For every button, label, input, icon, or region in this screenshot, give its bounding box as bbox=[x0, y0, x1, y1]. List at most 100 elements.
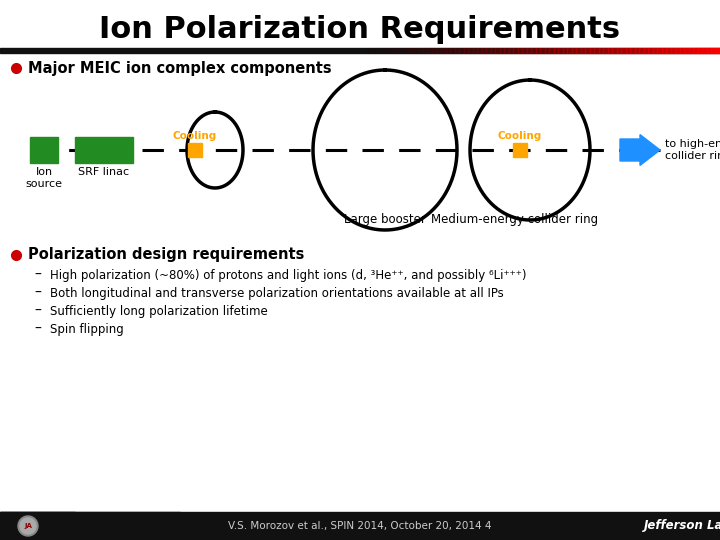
Bar bbox=[504, 48, 508, 53]
Bar bbox=[670, 48, 675, 53]
Bar bbox=[490, 48, 495, 53]
Bar bbox=[477, 48, 482, 53]
Text: –: – bbox=[35, 304, 42, 318]
Bar bbox=[652, 48, 657, 53]
Bar bbox=[657, 48, 662, 53]
Text: Cooling: Cooling bbox=[498, 131, 542, 141]
Text: Spin flipping: Spin flipping bbox=[50, 322, 124, 335]
Bar bbox=[634, 48, 639, 53]
Bar bbox=[464, 48, 468, 53]
Bar bbox=[392, 48, 396, 53]
Bar bbox=[702, 48, 706, 53]
Bar bbox=[374, 48, 378, 53]
Bar bbox=[648, 48, 652, 53]
Bar bbox=[414, 48, 418, 53]
Circle shape bbox=[20, 518, 36, 534]
Bar bbox=[518, 48, 522, 53]
Text: High polarization (~80%) of protons and light ions (d, ³He⁺⁺, and possibly ⁶Li⁺⁺: High polarization (~80%) of protons and … bbox=[50, 268, 526, 281]
Bar bbox=[495, 48, 500, 53]
Text: Both longitudinal and transverse polarization orientations available at all IPs: Both longitudinal and transverse polariz… bbox=[50, 287, 504, 300]
Bar bbox=[666, 48, 670, 53]
Bar bbox=[387, 48, 392, 53]
Bar bbox=[75, 137, 133, 163]
Bar bbox=[608, 48, 612, 53]
Bar bbox=[0, 512, 180, 540]
FancyArrow shape bbox=[620, 134, 660, 165]
Bar bbox=[549, 48, 554, 53]
Text: SRF linac: SRF linac bbox=[78, 167, 130, 177]
Bar bbox=[662, 48, 666, 53]
Bar bbox=[508, 48, 513, 53]
Bar bbox=[522, 48, 526, 53]
Bar bbox=[0, 48, 720, 53]
Bar bbox=[0, 512, 75, 540]
Bar bbox=[616, 48, 621, 53]
Bar bbox=[580, 48, 585, 53]
Text: Major MEIC ion complex components: Major MEIC ion complex components bbox=[28, 60, 332, 76]
Bar bbox=[680, 48, 684, 53]
Bar bbox=[436, 48, 441, 53]
Bar bbox=[585, 48, 590, 53]
Bar bbox=[441, 48, 446, 53]
Bar bbox=[500, 48, 504, 53]
Bar bbox=[576, 48, 580, 53]
Text: to high-energy
collider ring: to high-energy collider ring bbox=[665, 139, 720, 161]
Bar bbox=[675, 48, 680, 53]
Bar bbox=[418, 48, 423, 53]
Text: Polarization design requirements: Polarization design requirements bbox=[28, 247, 305, 262]
Bar bbox=[360, 48, 364, 53]
Bar bbox=[531, 48, 536, 53]
Text: Ion Polarization Requirements: Ion Polarization Requirements bbox=[99, 16, 621, 44]
Bar bbox=[711, 48, 716, 53]
Bar bbox=[382, 48, 387, 53]
Text: –: – bbox=[35, 268, 42, 282]
Bar bbox=[482, 48, 486, 53]
Bar bbox=[626, 48, 630, 53]
Bar bbox=[598, 48, 603, 53]
Bar bbox=[612, 48, 616, 53]
Bar bbox=[716, 48, 720, 53]
Bar bbox=[554, 48, 558, 53]
Bar bbox=[0, 512, 720, 540]
Text: Jefferson Lab: Jefferson Lab bbox=[644, 519, 720, 532]
Bar bbox=[706, 48, 711, 53]
Bar bbox=[468, 48, 472, 53]
Bar bbox=[698, 48, 702, 53]
Bar bbox=[572, 48, 576, 53]
Bar bbox=[450, 48, 454, 53]
Text: Large booster: Large booster bbox=[344, 213, 426, 226]
Bar bbox=[536, 48, 540, 53]
Bar bbox=[526, 48, 531, 53]
Text: JA: JA bbox=[24, 523, 32, 529]
Bar bbox=[30, 137, 58, 163]
Bar bbox=[396, 48, 400, 53]
Bar bbox=[558, 48, 562, 53]
Circle shape bbox=[18, 516, 38, 536]
Bar bbox=[513, 143, 527, 157]
Bar bbox=[400, 48, 405, 53]
Bar bbox=[693, 48, 698, 53]
Bar bbox=[410, 48, 414, 53]
Bar bbox=[432, 48, 436, 53]
Bar bbox=[562, 48, 567, 53]
Bar bbox=[472, 48, 477, 53]
Bar bbox=[454, 48, 459, 53]
Text: Cooling: Cooling bbox=[173, 131, 217, 141]
Bar bbox=[603, 48, 608, 53]
Text: Sufficiently long polarization lifetime: Sufficiently long polarization lifetime bbox=[50, 305, 268, 318]
Bar bbox=[369, 48, 374, 53]
Bar bbox=[544, 48, 549, 53]
Bar bbox=[644, 48, 648, 53]
Bar bbox=[364, 48, 369, 53]
Text: Medium-energy collider ring: Medium-energy collider ring bbox=[431, 213, 598, 226]
Bar bbox=[684, 48, 688, 53]
Bar bbox=[405, 48, 410, 53]
Bar bbox=[567, 48, 572, 53]
Bar bbox=[188, 143, 202, 157]
Text: Ion
source: Ion source bbox=[25, 167, 63, 188]
Bar bbox=[513, 48, 518, 53]
Bar bbox=[446, 48, 450, 53]
Bar bbox=[459, 48, 464, 53]
Text: –: – bbox=[35, 286, 42, 300]
Bar bbox=[590, 48, 594, 53]
